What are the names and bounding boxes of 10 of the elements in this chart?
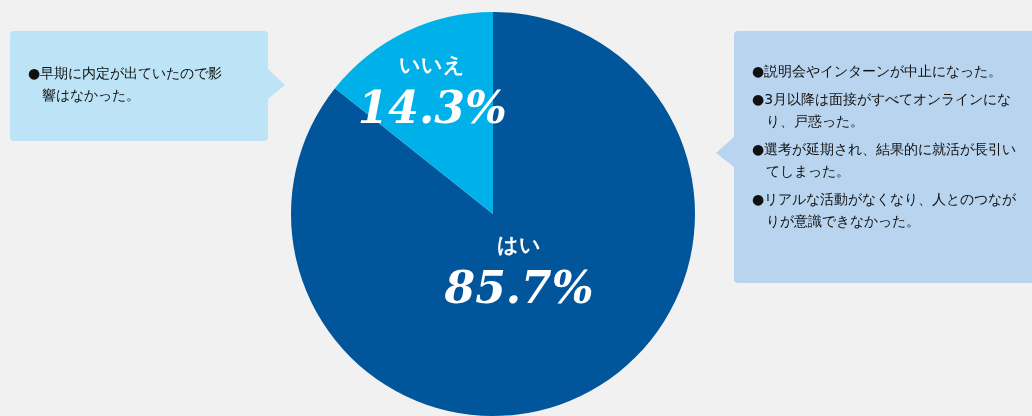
text: ●説明会やインターンが中止になった。 xyxy=(752,62,1004,81)
data-label: 14.3% xyxy=(357,81,507,133)
pie-slice xyxy=(291,12,695,416)
text: ●リアルな活動がなくなり、人とのつながりが意識できなかった。 xyxy=(752,190,1018,231)
text: ●早期に内定が出ていたので影響はなかった。 xyxy=(28,64,224,105)
text: ●選考が延期され、結果的に就活が長引いてしまった。 xyxy=(752,140,1018,181)
slice-label: いいえ xyxy=(399,52,466,77)
slice-label: はい xyxy=(497,233,542,258)
data-label: 85.7% xyxy=(443,262,594,314)
text: ●3月以降は面接がすべてオンラインになり、戸惑った。 xyxy=(752,90,1013,131)
